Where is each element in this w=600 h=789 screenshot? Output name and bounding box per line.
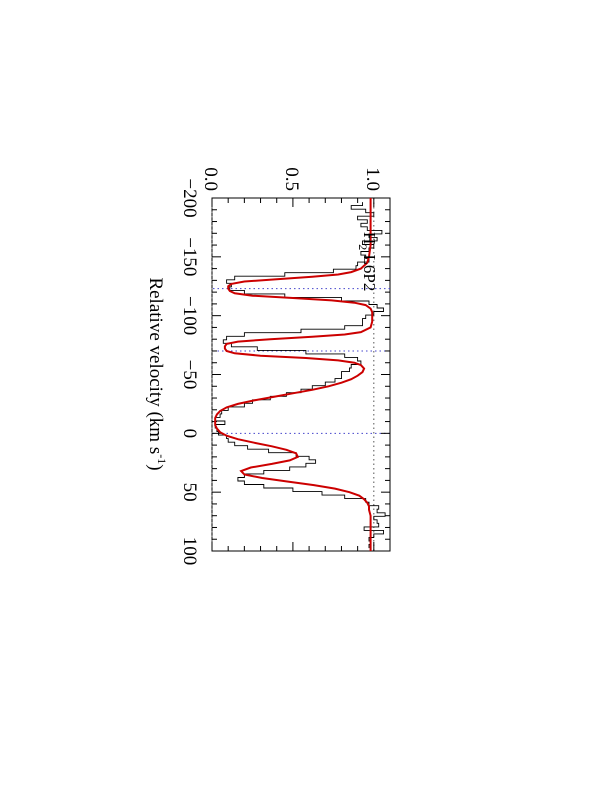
- x-tick-label: −100: [179, 296, 200, 335]
- x-axis-label: Relative velocity (km s-1): [145, 277, 169, 470]
- axis-tick-labels: −200 −150 −100 −50 0 50 100 0.0 0.5 1.0: [179, 167, 383, 565]
- x-tick-label: 100: [179, 537, 200, 566]
- x-tick-label: 0: [179, 429, 200, 439]
- x-axis-label-close: ): [145, 464, 166, 470]
- voigt-fit-line: [214, 198, 374, 551]
- reference-lines: [211, 198, 375, 551]
- x-tick-label: −150: [179, 237, 200, 276]
- species-annotation-sub: 2: [356, 244, 370, 250]
- y-tick-label: 0.0: [200, 167, 221, 191]
- species-annotation-rest: L6P2: [360, 250, 379, 291]
- species-annotation-main: H: [360, 232, 379, 244]
- x-axis-label-main: Relative velocity (km s: [145, 277, 166, 454]
- x-tick-label: 50: [179, 483, 200, 502]
- y-tick-label: 1.0: [362, 167, 383, 191]
- rotated-plot: −200 −150 −100 −50 0 50 100 0.0 0.5 1.0 H2 L6P2 R…: [145, 167, 391, 565]
- component-lines: [212, 288, 390, 434]
- x-axis-label-sup: -1: [155, 454, 169, 464]
- axis-ticks: [211, 197, 391, 552]
- x-tick-label: −200: [179, 178, 200, 217]
- species-annotation: H2 L6P2: [356, 232, 379, 291]
- x-tick-label: −50: [179, 360, 200, 390]
- y-tick-label: 0.5: [281, 167, 302, 191]
